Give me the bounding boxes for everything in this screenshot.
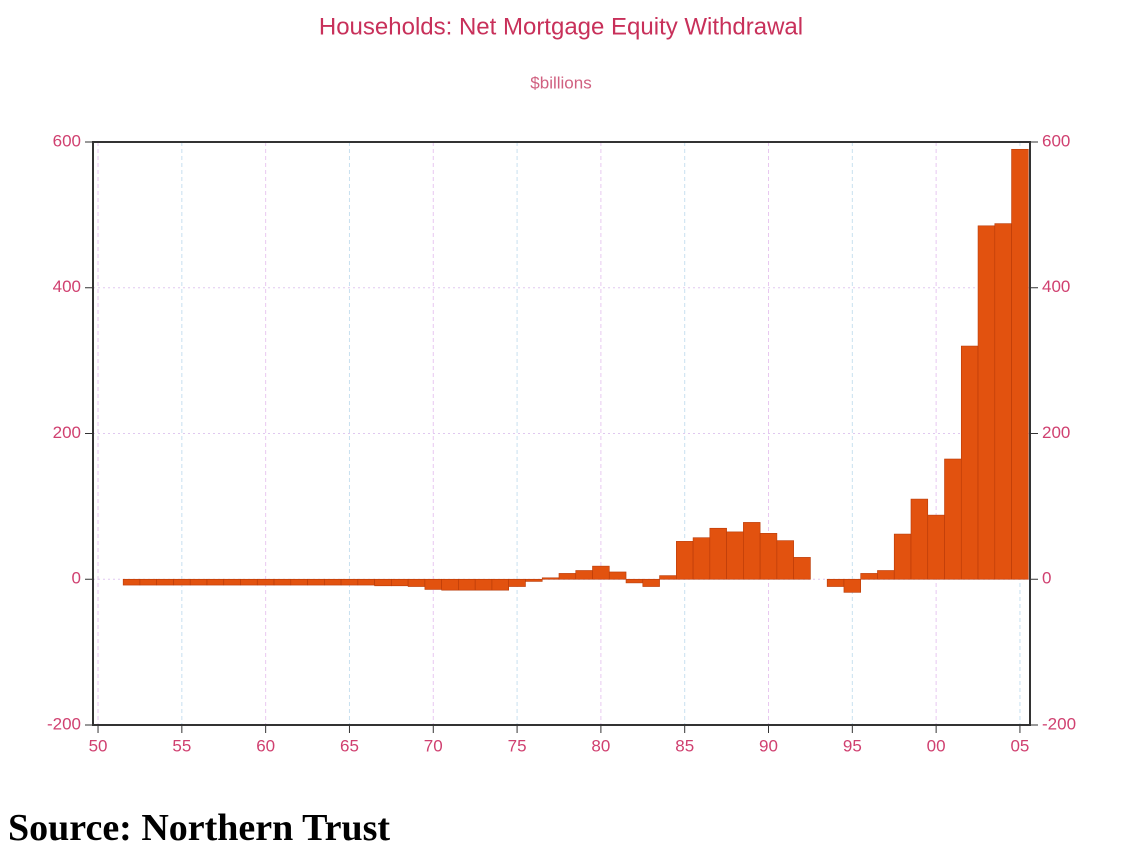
bar — [642, 578, 660, 587]
bar — [860, 573, 878, 580]
bar — [743, 522, 761, 580]
plot-frame — [92, 141, 1031, 726]
y2-tick-label: 400 — [1042, 277, 1070, 296]
chart: Households: Net Mortgage Equity Withdraw… — [47, 13, 1076, 755]
x-tick-label: 50 — [89, 736, 108, 755]
bar — [960, 345, 979, 580]
bar — [173, 578, 191, 586]
y2-tick-label: 0 — [1042, 569, 1051, 588]
y2-tick-label: -200 — [1042, 714, 1076, 733]
bar — [441, 578, 459, 591]
bar — [357, 578, 375, 586]
x-tick-label: 65 — [340, 736, 359, 755]
bar — [877, 570, 895, 580]
bar — [491, 578, 509, 591]
bar — [122, 578, 141, 586]
bar — [726, 531, 744, 580]
bar — [508, 578, 526, 587]
bar — [608, 571, 627, 580]
bar — [407, 578, 426, 587]
bar — [776, 540, 794, 580]
bar — [340, 578, 359, 586]
bar — [843, 578, 862, 593]
bar — [307, 578, 325, 586]
bar — [893, 533, 912, 580]
bar — [1011, 148, 1029, 580]
x-tick-label: 05 — [1010, 736, 1029, 755]
bar — [458, 578, 476, 591]
y-tick-label: -200 — [47, 714, 81, 733]
y2-tick-label: 200 — [1042, 423, 1070, 442]
bar — [944, 458, 962, 580]
x-tick-label: 70 — [424, 736, 443, 755]
bar — [474, 578, 493, 591]
bar — [206, 578, 225, 586]
x-tick-label: 60 — [256, 736, 275, 755]
bar — [826, 578, 845, 587]
bar — [709, 527, 727, 580]
x-tick-label: 55 — [172, 736, 191, 755]
bar — [977, 225, 996, 580]
bar — [256, 578, 275, 586]
y-tick-label: 200 — [53, 423, 81, 442]
chart-title: Households: Net Mortgage Equity Withdraw… — [319, 13, 803, 40]
bar — [625, 578, 644, 584]
x-tick-label: 95 — [843, 736, 862, 755]
x-tick-label: 85 — [675, 736, 694, 755]
bar — [273, 578, 292, 586]
bar — [994, 223, 1012, 580]
x-tick-label: 75 — [508, 736, 527, 755]
bar — [759, 533, 778, 580]
bar — [223, 578, 241, 586]
bar — [240, 578, 258, 586]
bar — [558, 573, 577, 580]
chart-subtitle: $billions — [530, 73, 591, 92]
bar — [692, 537, 711, 580]
bar — [391, 578, 409, 587]
bar — [910, 498, 929, 580]
bar — [374, 578, 392, 587]
y-tick-label: 600 — [53, 131, 81, 150]
bar — [659, 575, 677, 580]
x-tick-label: 90 — [759, 736, 778, 755]
x-tick-label: 00 — [927, 736, 946, 755]
bar — [541, 577, 560, 580]
bar — [676, 541, 694, 580]
bar — [139, 578, 157, 586]
bar — [290, 578, 308, 586]
y-tick-label: 400 — [53, 277, 81, 296]
bar — [189, 578, 208, 586]
bar — [793, 557, 811, 580]
bar — [424, 578, 442, 590]
bar — [575, 570, 593, 580]
bar — [927, 514, 945, 580]
y2-tick-label: 600 — [1042, 131, 1070, 150]
x-tick-label: 80 — [591, 736, 610, 755]
y-tick-label: 0 — [72, 569, 81, 588]
bar — [324, 578, 342, 586]
bar — [156, 578, 174, 586]
bar — [525, 578, 543, 582]
source-note: Source: Northern Trust — [8, 807, 391, 849]
bar — [592, 565, 610, 580]
